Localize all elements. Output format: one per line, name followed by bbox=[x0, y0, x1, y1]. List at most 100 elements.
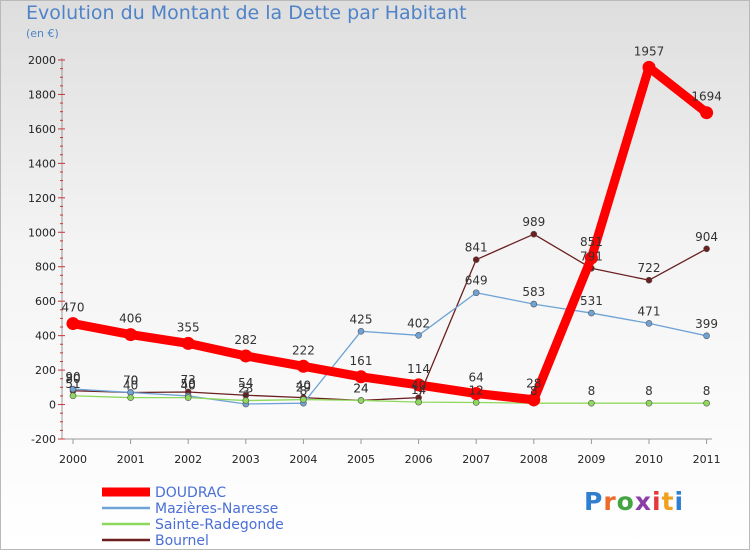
y-tick-label: 400 bbox=[35, 330, 56, 343]
data-label: 23 bbox=[238, 382, 253, 396]
data-label: 54 bbox=[238, 376, 253, 390]
x-tick-label: 2004 bbox=[289, 453, 317, 466]
data-label: 399 bbox=[695, 317, 718, 331]
data-label: 531 bbox=[580, 294, 603, 308]
data-point bbox=[181, 336, 195, 350]
x-tick-label: 2007 bbox=[462, 453, 490, 466]
data-point bbox=[184, 394, 192, 401]
data-point bbox=[239, 349, 253, 363]
chart-title: Evolution du Montant de la Dette par Hab… bbox=[26, 2, 467, 24]
data-label: 1694 bbox=[691, 90, 722, 104]
data-label: 851 bbox=[580, 235, 603, 249]
data-label: 64 bbox=[469, 371, 484, 385]
series-line bbox=[72, 292, 708, 405]
data-label: 1957 bbox=[634, 44, 665, 58]
logo-letter: i bbox=[652, 487, 662, 516]
data-label: 40 bbox=[123, 379, 138, 393]
x-tick-label: 2010 bbox=[635, 453, 663, 466]
data-label: 649 bbox=[465, 274, 488, 288]
data-point bbox=[703, 399, 710, 407]
data-label: 904 bbox=[695, 230, 718, 244]
data-label: 3 bbox=[242, 385, 250, 399]
data-point bbox=[124, 328, 138, 342]
data-label: 8 bbox=[588, 384, 596, 398]
data-point bbox=[645, 276, 653, 284]
y-tick-label: 1200 bbox=[28, 192, 56, 205]
data-point bbox=[703, 332, 710, 340]
data-point bbox=[296, 359, 310, 373]
y-tick-label: 0 bbox=[49, 399, 56, 412]
y-tick-label: 200 bbox=[35, 364, 56, 377]
data-point bbox=[530, 300, 538, 308]
x-tick-label: 2008 bbox=[520, 453, 548, 466]
data-label: 8 bbox=[300, 384, 308, 398]
data-point bbox=[69, 385, 77, 393]
y-tick-label: 800 bbox=[35, 261, 56, 274]
x-tick-label: 2003 bbox=[232, 453, 260, 466]
x-tick-label: 2005 bbox=[347, 453, 375, 466]
series-line bbox=[72, 233, 708, 402]
data-point bbox=[472, 289, 480, 297]
data-point bbox=[472, 399, 480, 406]
data-label: 471 bbox=[638, 304, 661, 318]
y-tick-label: 1000 bbox=[28, 226, 56, 239]
data-point bbox=[645, 320, 653, 327]
legend-label: Mazières-Naresse bbox=[155, 501, 278, 517]
data-label: 222 bbox=[292, 343, 315, 357]
data-point bbox=[66, 317, 80, 331]
data-point bbox=[588, 309, 595, 317]
legend: DOUDRACMazières-NaresseSainte-RadegondeB… bbox=[102, 485, 284, 549]
data-point bbox=[642, 60, 656, 74]
data-point bbox=[242, 397, 250, 404]
x-tick-label: 2001 bbox=[117, 453, 145, 466]
data-label: 40 bbox=[181, 379, 196, 393]
data-label: 425 bbox=[350, 312, 373, 326]
logo-letter: x bbox=[634, 487, 652, 516]
data-point bbox=[357, 328, 365, 335]
data-label: 40 bbox=[411, 379, 426, 393]
y-tick-label: 600 bbox=[35, 295, 56, 308]
data-label: 114 bbox=[407, 362, 430, 376]
data-point bbox=[415, 331, 422, 339]
logo-letter: t bbox=[661, 487, 675, 516]
data-label: 50 bbox=[181, 377, 196, 391]
y-tick-label: 1400 bbox=[28, 157, 56, 170]
data-point bbox=[584, 251, 598, 265]
data-point bbox=[300, 396, 307, 403]
x-tick-label: 2002 bbox=[174, 453, 202, 466]
data-point bbox=[69, 392, 77, 400]
data-label: 8 bbox=[703, 384, 711, 398]
data-label: 40 bbox=[296, 379, 311, 393]
data-point bbox=[530, 230, 538, 238]
x-tick-label: 2006 bbox=[405, 453, 433, 466]
data-label: 80 bbox=[65, 372, 80, 386]
y-tick-label: 1600 bbox=[28, 123, 56, 136]
data-point bbox=[357, 397, 365, 404]
data-label: 791 bbox=[580, 249, 603, 263]
data-point bbox=[703, 245, 710, 253]
data-point bbox=[700, 106, 714, 120]
legend-label: Bournel bbox=[155, 533, 209, 549]
x-tick-label: 2011 bbox=[693, 453, 721, 466]
data-label: 90 bbox=[65, 370, 80, 384]
logo-letter: i bbox=[674, 487, 685, 516]
data-label: 402 bbox=[407, 316, 430, 330]
legend-label: Sainte-Radegonde bbox=[155, 517, 284, 533]
y-tick-label: -200 bbox=[31, 433, 56, 446]
data-label: 355 bbox=[177, 320, 200, 334]
data-label: 989 bbox=[522, 215, 545, 229]
series-layer bbox=[66, 60, 714, 408]
x-tick-label: 2009 bbox=[577, 453, 605, 466]
data-label: 722 bbox=[638, 261, 661, 275]
data-point bbox=[472, 256, 480, 263]
data-label: 70 bbox=[123, 373, 138, 387]
data-point bbox=[588, 399, 595, 407]
data-point bbox=[354, 370, 368, 384]
data-point bbox=[469, 387, 483, 401]
legend-label: DOUDRAC bbox=[155, 485, 226, 501]
data-label: 24 bbox=[353, 381, 368, 395]
data-point bbox=[127, 394, 134, 401]
data-label: 29 bbox=[296, 381, 311, 395]
data-point bbox=[527, 393, 541, 407]
